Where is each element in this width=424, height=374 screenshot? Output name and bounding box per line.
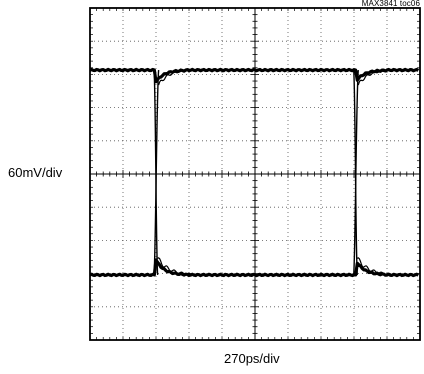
transition-1-ringing-high (158, 69, 199, 86)
scope-grid (89, 7, 421, 341)
transition-1-rising (153, 70, 160, 275)
transition-2-ringing-high (357, 69, 398, 86)
figure-id: MAX3841 toc06 (361, 0, 420, 8)
transition-2-ringing-low (357, 257, 407, 276)
x-axis-label: 270ps/div (224, 351, 280, 366)
transition-1-ringing-low (157, 257, 208, 276)
high-level-trace (89, 67, 420, 84)
low-level-trace (89, 258, 420, 278)
y-axis-label: 60mV/div (8, 165, 63, 180)
scope-traces (89, 67, 420, 278)
transition-2-rising (352, 70, 359, 275)
